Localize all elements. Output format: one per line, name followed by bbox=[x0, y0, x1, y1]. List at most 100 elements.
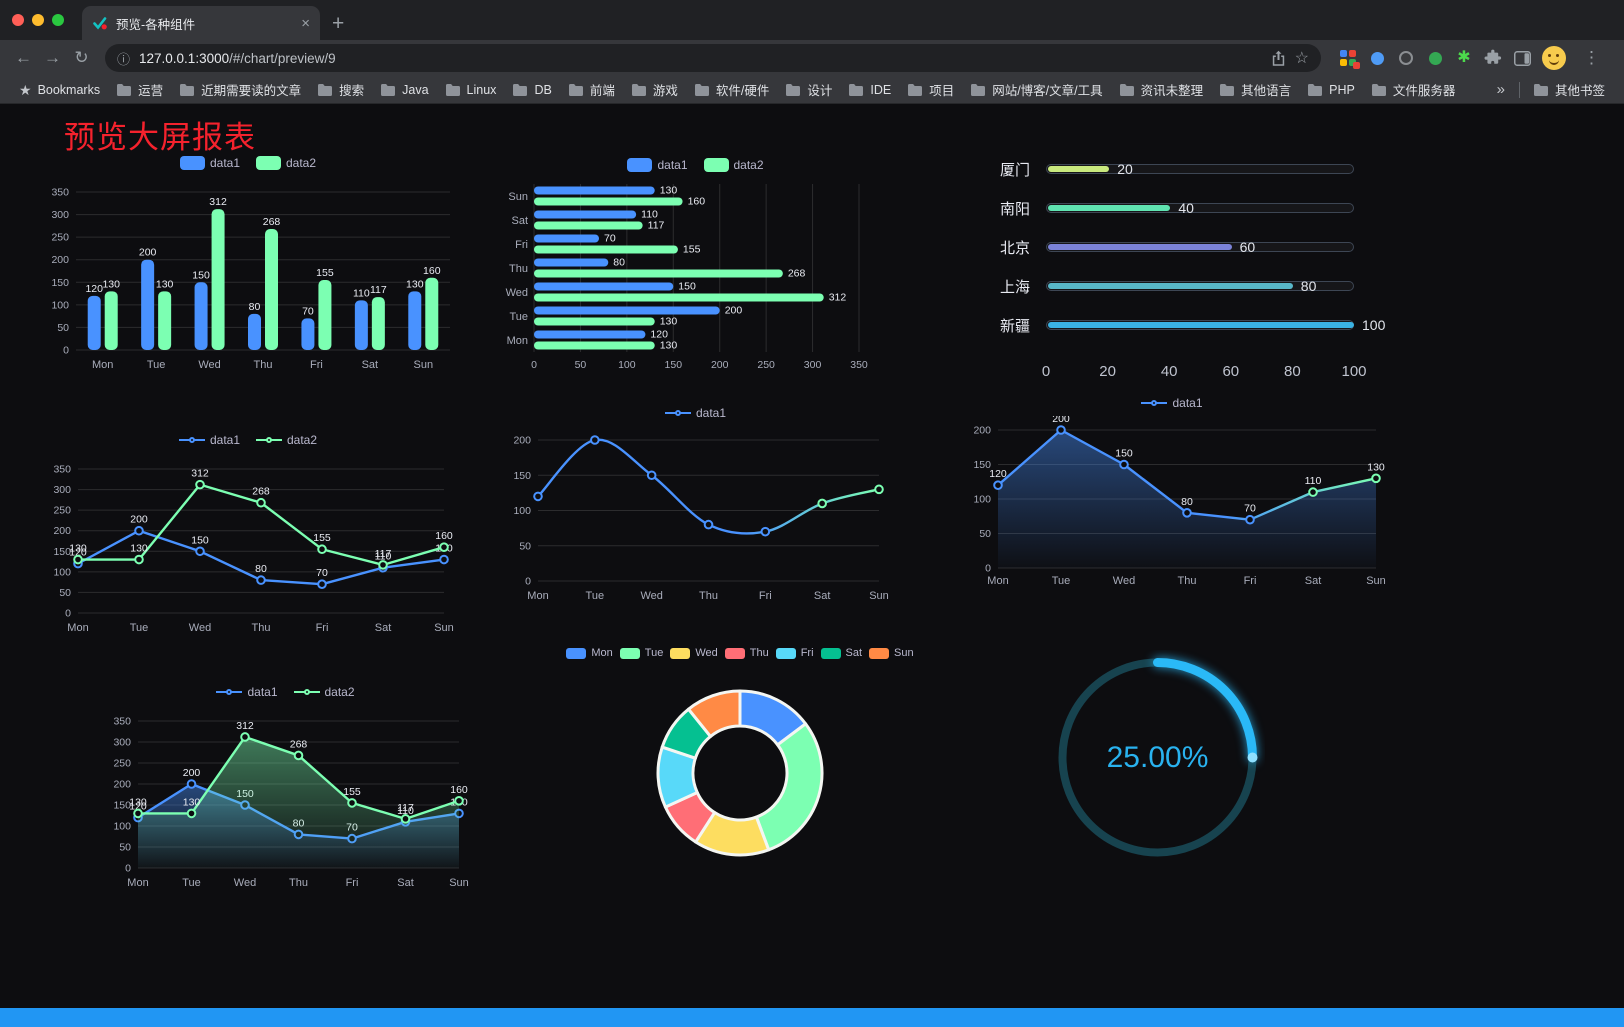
bookmark-item[interactable]: 运营 bbox=[109, 77, 170, 102]
legend-label: Sun bbox=[894, 647, 914, 659]
legend-item[interactable]: data1 bbox=[216, 685, 278, 699]
progress-track[interactable]: 100 bbox=[1046, 317, 1385, 333]
svg-text:Mon: Mon bbox=[507, 335, 528, 347]
legend-item[interactable]: Mon bbox=[566, 647, 613, 659]
svg-text:200: 200 bbox=[139, 247, 157, 259]
close-window-button[interactable] bbox=[12, 14, 24, 26]
legend-item[interactable]: data2 bbox=[256, 156, 316, 170]
legend-item[interactable]: data2 bbox=[256, 433, 317, 447]
url-bar[interactable]: ⓘ 127.0.0.1:3000/#/chart/preview/9 ☆ bbox=[105, 44, 1321, 72]
bookmark-item[interactable]: 项目 bbox=[900, 77, 961, 102]
svg-text:200: 200 bbox=[51, 254, 69, 266]
bookmark-item[interactable]: Java bbox=[373, 80, 435, 100]
svg-text:Wed: Wed bbox=[189, 622, 211, 634]
legend-marker bbox=[619, 647, 640, 659]
new-tab-button[interactable]: + bbox=[332, 12, 345, 35]
donut-canvas[interactable] bbox=[552, 666, 928, 866]
forward-icon[interactable]: → bbox=[44, 48, 61, 67]
legend-item[interactable]: Thu bbox=[724, 647, 769, 659]
bookmark-item[interactable]: 前端 bbox=[561, 77, 622, 102]
legend-marker bbox=[627, 158, 653, 172]
legend-item[interactable]: data2 bbox=[293, 685, 355, 699]
ring-canvas[interactable] bbox=[1050, 650, 1265, 865]
bookmark-item[interactable]: 资讯未整理 bbox=[1112, 77, 1211, 102]
bookmark-item[interactable]: 文件服务器 bbox=[1364, 77, 1463, 102]
svg-text:200: 200 bbox=[973, 425, 991, 437]
progress-track[interactable]: 20 bbox=[1046, 161, 1354, 177]
svg-text:Mon: Mon bbox=[127, 877, 148, 889]
colorful-extension-icon[interactable] bbox=[1339, 49, 1360, 69]
svg-text:50: 50 bbox=[57, 322, 69, 334]
bookmark-item[interactable]: 其他语言 bbox=[1212, 77, 1298, 102]
green-circle-extension-icon[interactable] bbox=[1426, 49, 1444, 67]
progress-track[interactable]: 60 bbox=[1046, 239, 1354, 255]
side-panel-icon[interactable] bbox=[1513, 49, 1531, 67]
smooth-line-canvas[interactable]: 0 50 100 150 200 Mon Tue Wed Thu Fri Sat Sun bbox=[498, 426, 893, 607]
svg-text:Sat: Sat bbox=[1305, 575, 1322, 587]
progress-track[interactable]: 40 bbox=[1046, 200, 1354, 216]
menu-kebab-icon[interactable]: ⋮ bbox=[1583, 48, 1600, 67]
legend-item[interactable]: Sat bbox=[820, 647, 862, 659]
dark-circle-extension-icon[interactable] bbox=[1397, 49, 1415, 67]
legend-item[interactable]: Fri bbox=[775, 647, 814, 659]
area-line-canvas[interactable]: 0 50 100 150 200 Mon Tue Wed Thu Fri Sat Sun 120 200 1… bbox=[952, 416, 1392, 592]
other-bookmarks-folder[interactable]: 其他书签 bbox=[1526, 77, 1612, 102]
legend-item[interactable]: data1 bbox=[178, 433, 240, 447]
legend-item[interactable]: Wed bbox=[670, 647, 718, 659]
bookmark-item[interactable]: 网站/博客/文章/工具 bbox=[963, 77, 1109, 102]
bookmark-item[interactable]: ★ Bookmarks bbox=[12, 80, 107, 100]
site-info-icon[interactable]: ⓘ bbox=[117, 51, 131, 67]
progress-track[interactable]: 80 bbox=[1046, 278, 1354, 294]
legend-item[interactable]: Sun bbox=[869, 647, 914, 659]
tab-close-icon[interactable]: × bbox=[301, 14, 310, 32]
svg-text:Thu: Thu bbox=[509, 263, 528, 275]
browser-tab[interactable]: 预览-各种组件 × bbox=[82, 6, 320, 40]
back-icon[interactable]: ← bbox=[15, 48, 32, 67]
bookmark-item[interactable]: 设计 bbox=[778, 77, 839, 102]
bookmarks-overflow-icon[interactable]: » bbox=[1496, 81, 1505, 98]
green-star-extension-icon[interactable]: ✱ bbox=[1457, 49, 1471, 66]
minimize-window-button[interactable] bbox=[32, 14, 44, 26]
legend-marker bbox=[670, 647, 691, 659]
bookmark-item[interactable]: 软件/硬件 bbox=[687, 77, 776, 102]
folder-icon bbox=[1119, 83, 1134, 96]
legend-item[interactable]: data1 bbox=[664, 406, 726, 420]
svg-text:Tue: Tue bbox=[182, 877, 201, 889]
two-area-canvas[interactable]: 0 50 100 150 200 250 300 350 Mon Tue Wed Thu Fri Sat S… bbox=[98, 705, 473, 894]
share-icon[interactable] bbox=[1271, 50, 1286, 66]
bookmark-item[interactable]: Linux bbox=[438, 80, 504, 100]
svg-text:Fri: Fri bbox=[346, 877, 359, 889]
bookmark-item[interactable]: DB bbox=[505, 80, 558, 100]
svg-text:Mon: Mon bbox=[67, 622, 88, 634]
reload-icon[interactable]: ↻ bbox=[74, 48, 89, 67]
svg-text:120: 120 bbox=[650, 329, 668, 341]
bookmark-item[interactable]: PHP bbox=[1300, 80, 1362, 100]
progress-row: 厦门 20 bbox=[1000, 161, 1400, 179]
legend-item[interactable]: data1 bbox=[1141, 396, 1203, 410]
legend-item[interactable]: Tue bbox=[619, 647, 663, 659]
svg-text:Thu: Thu bbox=[289, 877, 308, 889]
legend-item[interactable]: data1 bbox=[627, 158, 688, 172]
zoom-window-button[interactable] bbox=[52, 14, 64, 26]
svg-text:130: 130 bbox=[156, 278, 174, 290]
profile-avatar[interactable] bbox=[1542, 46, 1566, 70]
blue-drop-extension-icon[interactable] bbox=[1368, 49, 1386, 67]
bookmark-item[interactable]: 游戏 bbox=[624, 77, 685, 102]
legend-item[interactable]: data1 bbox=[179, 156, 240, 170]
bookmark-item[interactable]: IDE bbox=[841, 80, 898, 100]
svg-text:Fri: Fri bbox=[515, 239, 528, 251]
line-chart-canvas[interactable]: 0 50 100 150 200 250 300 350 Mon Tue Wed Thu Fri Sat S… bbox=[38, 453, 458, 639]
legend-item[interactable]: data2 bbox=[703, 158, 764, 172]
bookmark-item[interactable]: 搜索 bbox=[310, 77, 371, 102]
svg-text:130: 130 bbox=[660, 316, 678, 328]
bookmark-item[interactable]: 近期需要读的文章 bbox=[172, 77, 308, 102]
svg-text:Fri: Fri bbox=[310, 359, 323, 371]
svg-text:Sat: Sat bbox=[375, 622, 392, 634]
svg-text:150: 150 bbox=[192, 269, 210, 281]
svg-text:100: 100 bbox=[973, 494, 991, 506]
legend-marker bbox=[256, 437, 282, 443]
extensions-puzzle-icon[interactable] bbox=[1484, 49, 1502, 67]
bookmark-star-icon[interactable]: ☆ bbox=[1294, 50, 1309, 67]
